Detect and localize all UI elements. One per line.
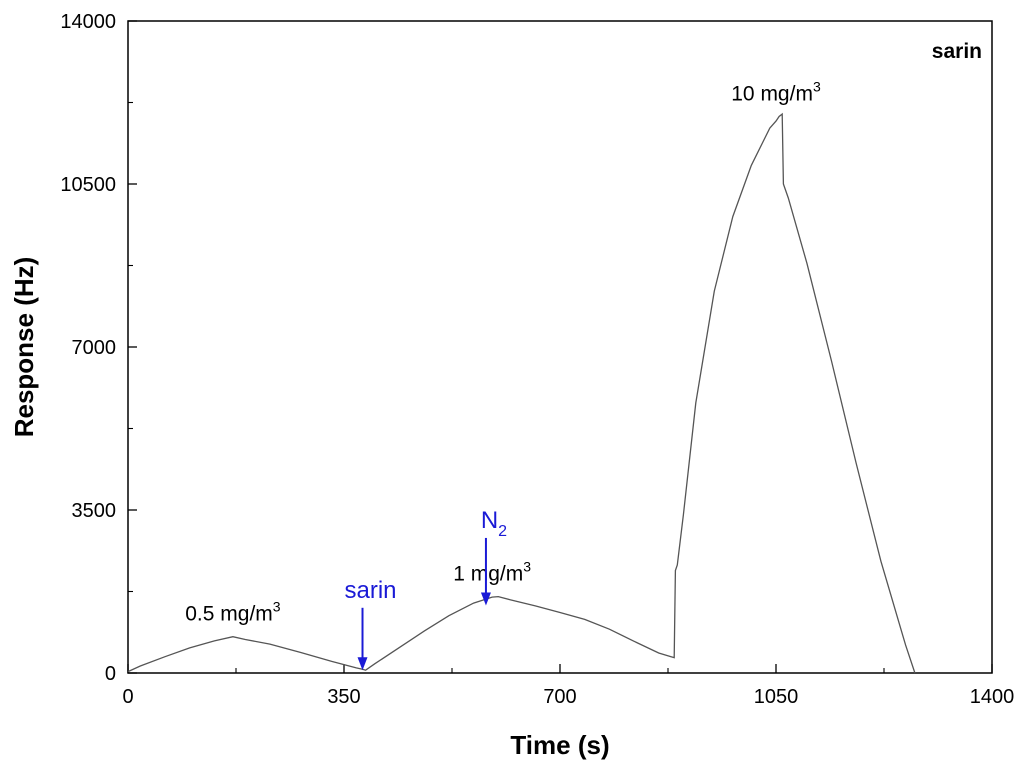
y-tick-label: 10500 <box>60 174 116 196</box>
concentration-label: 1 mg/m3 <box>453 559 531 586</box>
arrow-label: N2 <box>481 507 507 540</box>
ticks <box>127 20 993 674</box>
legend-label: sarin <box>932 40 982 63</box>
concentration-label: 10 mg/m3 <box>731 78 821 105</box>
y-tick-label: 0 <box>105 663 116 685</box>
series-line-sarin <box>127 112 916 674</box>
concentration-label: 0.5 mg/m3 <box>185 599 281 626</box>
arrow-label: sarin <box>344 577 396 604</box>
x-tick-label: 700 <box>543 686 576 708</box>
x-tick-label: 1050 <box>754 686 799 708</box>
annotations: 0.5 mg/m3 1 mg/m3 10 mg/m3 <box>185 78 821 625</box>
arrow-head <box>480 592 491 606</box>
y-tick-label: 14000 <box>60 11 116 33</box>
arrows: sarin N2 <box>344 507 507 671</box>
x-tick-label: 0 <box>122 686 133 708</box>
x-tick-label: 350 <box>327 686 360 708</box>
x-axis-title: Time (s) <box>510 730 609 760</box>
arrow-head <box>357 657 368 671</box>
plot-area <box>127 20 993 674</box>
y-axis-title: Response (Hz) <box>9 257 39 438</box>
x-tick-label: 1400 <box>970 686 1015 708</box>
y-tick-label: 3500 <box>72 500 117 522</box>
y-tick-label: 7000 <box>72 337 117 359</box>
